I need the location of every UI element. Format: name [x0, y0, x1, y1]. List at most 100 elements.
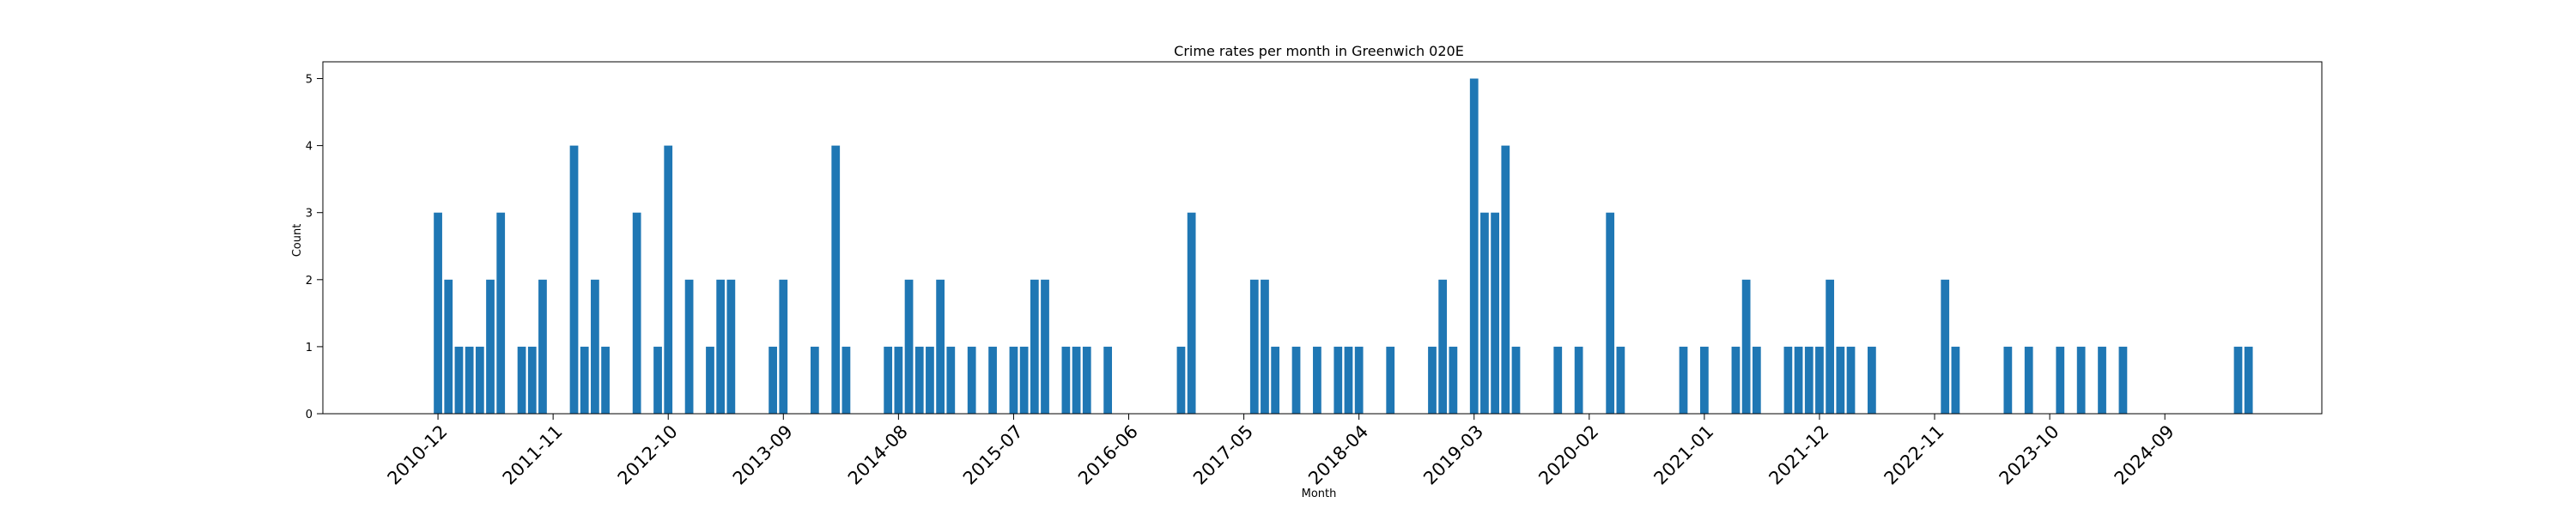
x-tick-label: 2017-05 [1189, 421, 1257, 489]
bar-2022-03 [1846, 346, 1856, 414]
bar-2014-07 [884, 346, 893, 414]
bar-2015-01 [946, 346, 956, 414]
x-tick-label: 2021-12 [1765, 421, 1832, 489]
bar-2019-04 [1480, 212, 1489, 414]
bar-2023-08 [2024, 346, 2033, 414]
y-tick-label: 0 [306, 409, 313, 421]
bar-2025-05 [2244, 346, 2253, 414]
bar-2020-11 [1679, 346, 1688, 414]
bar-2022-01 [1826, 279, 1835, 414]
bar-2015-12 [1061, 346, 1071, 414]
y-axis-ticks: 0 1 2 3 4 5 [306, 74, 323, 421]
bar-2024-01 [2076, 346, 2086, 414]
bar-2015-09 [1030, 279, 1039, 414]
bar-2012-12 [684, 279, 694, 414]
bar-2023-06 [2003, 346, 2013, 414]
bar-2016-01 [1072, 346, 1081, 414]
y-axis-label: Count [291, 224, 304, 258]
bar-2017-12 [1313, 346, 1321, 414]
bar-2019-01 [1449, 346, 1458, 414]
bar-2018-11 [1428, 346, 1437, 414]
x-tick-label: 2018-04 [1304, 421, 1372, 489]
bar-2012-02 [580, 346, 589, 414]
bar-2021-09 [1783, 346, 1793, 414]
bar-2023-11 [2056, 346, 2065, 414]
y-tick-label: 5 [306, 74, 313, 87]
y-tick-label: 4 [306, 141, 313, 154]
bar-2016-12 [1187, 212, 1196, 414]
bar-2016-11 [1176, 346, 1186, 414]
bar-2021-10 [1794, 346, 1803, 414]
bar-2015-10 [1041, 279, 1049, 414]
bar-2012-09 [653, 346, 662, 414]
bar-2017-06 [1249, 279, 1259, 414]
bar-2014-09 [904, 279, 914, 414]
bar-2013-02 [706, 346, 714, 414]
x-tick-label: 2015-07 [959, 421, 1027, 489]
bar-2013-03 [716, 279, 726, 414]
bar-2013-09 [779, 279, 788, 414]
bar-2020-05 [1616, 346, 1625, 414]
bar-2012-03 [591, 279, 599, 414]
bar-2011-09 [527, 346, 537, 414]
bar-2022-05 [1868, 346, 1876, 414]
bar-2024-05 [2118, 346, 2128, 414]
x-tick-label: 2010-12 [384, 421, 452, 489]
bar-2014-10 [914, 346, 924, 414]
bar-2014-03 [841, 346, 851, 414]
bar-2011-10 [538, 279, 547, 414]
x-tick-label: 2022-11 [1880, 421, 1948, 489]
bar-2014-08 [894, 346, 903, 414]
bar-2021-05 [1741, 279, 1751, 414]
bar-2021-06 [1752, 346, 1761, 414]
x-tick-label: 2013-09 [729, 421, 797, 489]
bar-2015-08 [1019, 346, 1029, 414]
bar-2018-12 [1438, 279, 1448, 414]
bar-2017-07 [1261, 279, 1269, 414]
bar-2013-04 [726, 279, 736, 414]
x-tick-label: 2012-10 [614, 421, 682, 489]
x-tick-label: 2023-10 [1996, 421, 2063, 489]
bar-2011-01 [444, 279, 453, 414]
bar-2016-02 [1082, 346, 1091, 414]
x-tick-label: 2024-09 [2111, 421, 2178, 489]
bar-2011-02 [454, 346, 464, 414]
x-tick-label: 2020-02 [1534, 421, 1602, 489]
bar-2019-11 [1553, 346, 1563, 414]
bar-2019-05 [1491, 212, 1499, 414]
bar-2015-03 [967, 346, 976, 414]
bar-2014-02 [831, 145, 841, 414]
x-axis-ticks: 2010-12 2011-11 2012-10 2013-09 2014-08 2015-… [384, 414, 2178, 489]
bar-2015-07 [1009, 346, 1018, 414]
bar-2011-06 [496, 212, 506, 414]
bar-2018-02 [1334, 346, 1343, 414]
bar-2013-12 [810, 346, 819, 414]
y-tick-label: 2 [306, 275, 313, 288]
bar-2017-08 [1271, 346, 1280, 414]
x-tick-label: 2011-11 [499, 421, 567, 489]
bar-2017-10 [1291, 346, 1301, 414]
bar-2012-01 [569, 145, 579, 414]
bar-2010-12 [434, 212, 442, 414]
bar-2015-05 [988, 346, 997, 414]
bar-2011-05 [486, 279, 495, 414]
bar-2011-04 [475, 346, 484, 414]
bars-group [434, 78, 2253, 415]
plot-frame [322, 61, 2323, 415]
bar-2020-01 [1574, 346, 1583, 414]
bar-2012-10 [664, 145, 673, 414]
bar-2021-11 [1804, 346, 1814, 414]
bar-2025-04 [2233, 346, 2243, 414]
bar-2014-11 [926, 346, 934, 414]
bar-2021-04 [1731, 346, 1741, 414]
bar-2018-03 [1344, 346, 1353, 414]
bar-2021-01 [1700, 346, 1709, 414]
x-tick-label: 2019-03 [1419, 421, 1487, 489]
bar-2016-04 [1103, 346, 1113, 414]
bar-2012-07 [632, 212, 641, 414]
y-tick-label: 3 [306, 208, 313, 221]
bar-2012-04 [601, 346, 610, 414]
bar-2019-07 [1511, 346, 1521, 414]
bar-2022-02 [1836, 346, 1845, 414]
bar-2023-01 [1951, 346, 1960, 414]
